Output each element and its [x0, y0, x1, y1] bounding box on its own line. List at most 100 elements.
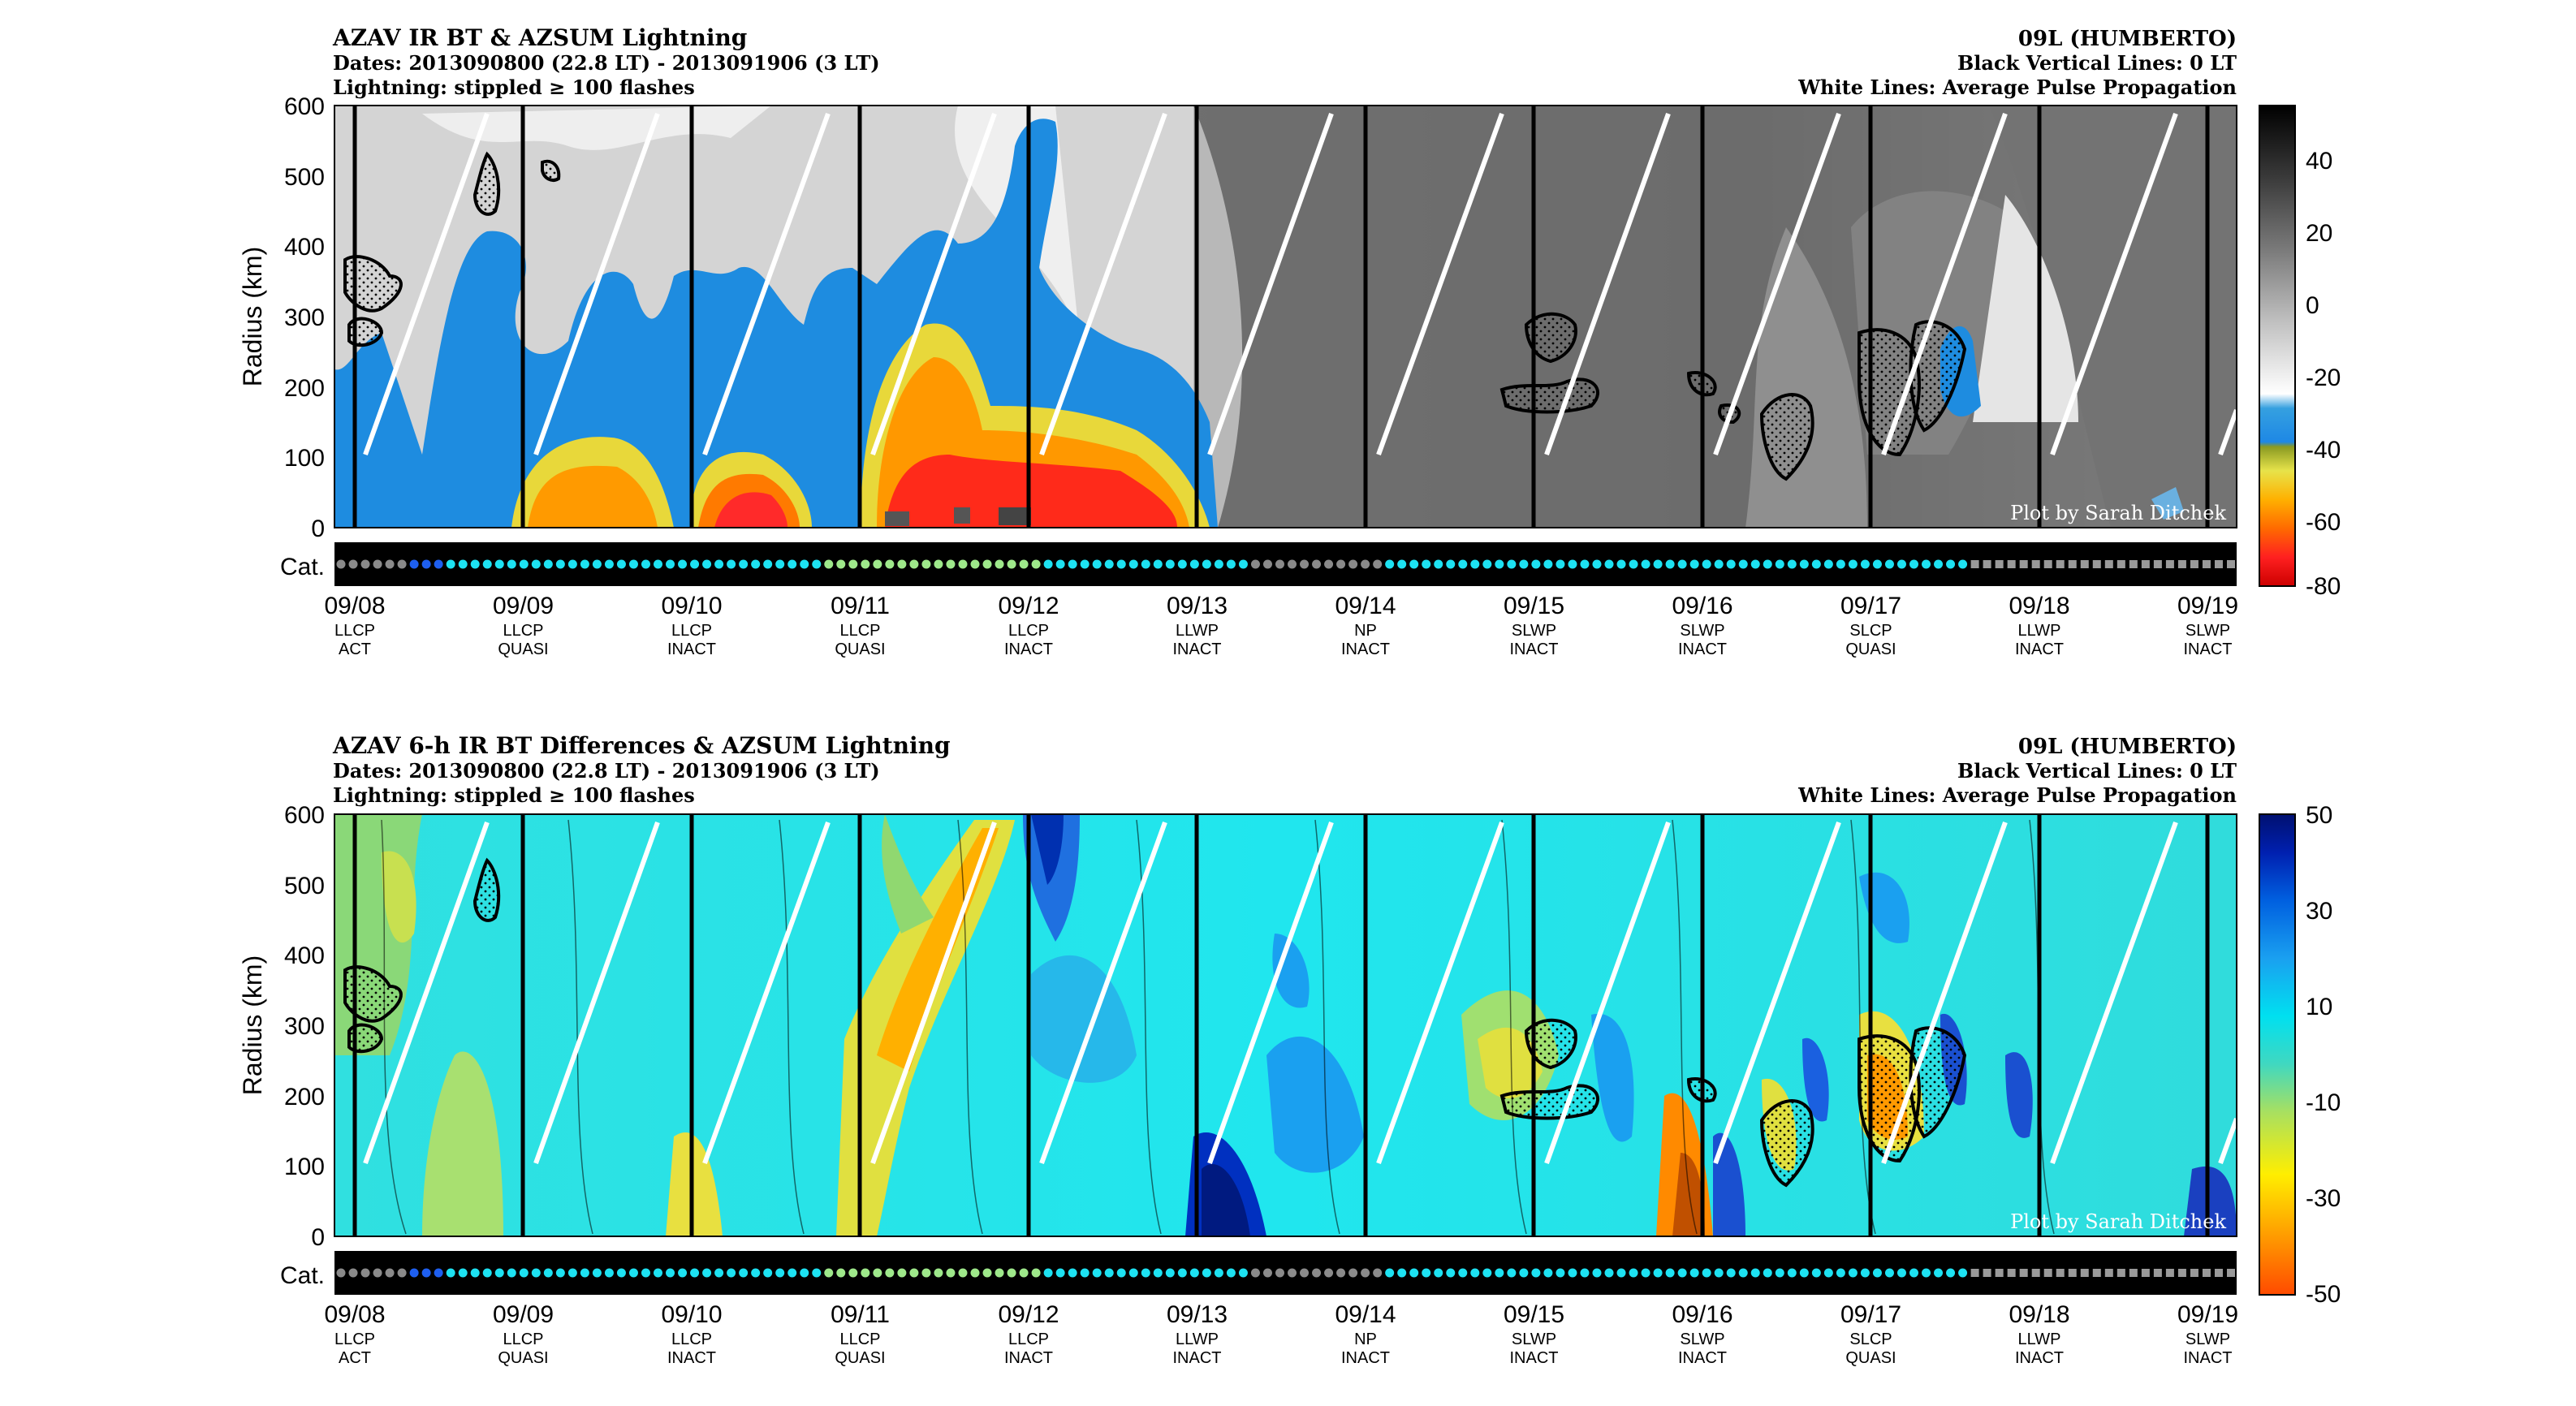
category-marker-dot	[1397, 1268, 1407, 1278]
x-tick-sublabel-pattern: SLWP	[2186, 622, 2230, 640]
category-marker-dot	[446, 559, 455, 569]
category-marker-dot	[1262, 1268, 1272, 1278]
category-marker-dot	[336, 1268, 346, 1278]
category-marker-dot	[1104, 559, 1114, 569]
plot-credit: Plot by Sarah Ditchek	[2010, 1210, 2226, 1233]
category-marker-dot	[714, 559, 724, 569]
category-marker-dot	[1141, 1268, 1150, 1278]
category-marker-dot	[1409, 1268, 1419, 1278]
category-marker-dot	[421, 559, 431, 569]
category-marker-dot	[1165, 1268, 1175, 1278]
category-marker-dot	[1872, 559, 1882, 569]
category-marker-dot	[519, 559, 529, 569]
x-tick-sublabel-pattern: LLCP	[839, 622, 880, 640]
x-tick-sublabel-pattern: SLWP	[1680, 1331, 1724, 1348]
category-marker-dot	[1288, 559, 1297, 569]
category-marker-dot	[1677, 1268, 1687, 1278]
category-marker-dot	[555, 559, 565, 569]
category-marker-dot	[458, 559, 468, 569]
category-marker-dot	[1543, 1268, 1553, 1278]
category-marker-dot	[739, 559, 749, 569]
category-marker-square	[2177, 1269, 2186, 1277]
category-strip	[334, 1251, 2237, 1295]
pulse-propagation-lines	[363, 112, 2239, 456]
category-marker-dot	[1080, 1268, 1090, 1278]
category-marker-dot	[373, 559, 382, 569]
category-marker-square	[1970, 1269, 1979, 1277]
category-marker-dot	[1165, 559, 1175, 569]
colorbar-tick: -10	[2306, 1089, 2341, 1116]
category-marker-dot	[1446, 1268, 1456, 1278]
category-marker-dot	[555, 1268, 565, 1278]
category-marker-dot	[1226, 1268, 1236, 1278]
category-marker-dot	[1007, 1268, 1016, 1278]
panel-title-line-1: AZAV 6-h IR BT Differences & AZSUM Light…	[332, 732, 951, 759]
y-axis-label: Radius (km)	[238, 247, 267, 386]
category-marker-dot	[1288, 1268, 1297, 1278]
category-marker-dot	[482, 1268, 492, 1278]
category-marker-square	[2031, 560, 2040, 568]
y-tick-label: 0	[311, 1224, 325, 1251]
category-marker-square	[2104, 1269, 2113, 1277]
x-tick-sublabel-pattern: LLCP	[503, 622, 543, 640]
category-marker-dot	[1653, 1268, 1663, 1278]
x-tick-label: 09/19	[2177, 593, 2238, 619]
plot-frame	[334, 813, 2237, 1237]
colorbar-tick: 30	[2306, 898, 2332, 925]
x-tick-label: 09/14	[1335, 1301, 1396, 1328]
category-marker-dot	[1946, 1268, 1956, 1278]
category-marker-dot	[1629, 1268, 1638, 1278]
category-marker-dot	[1312, 1268, 1322, 1278]
category-marker-dot	[434, 559, 443, 569]
category-marker-square	[2190, 1269, 2198, 1277]
category-marker-square	[1970, 560, 1979, 568]
x-tick-sublabel-activity: QUASI	[835, 640, 885, 658]
category-marker-dot	[1641, 1268, 1650, 1278]
category-marker-dot	[714, 1268, 724, 1278]
category-marker-dot	[494, 559, 504, 569]
category-marker-dot	[873, 1268, 882, 1278]
category-marker-dot	[1750, 559, 1760, 569]
category-marker-dot	[848, 1268, 858, 1278]
category-marker-dot	[787, 1268, 797, 1278]
y-tick-label: 100	[284, 445, 325, 472]
category-marker-dot	[970, 1268, 980, 1278]
category-marker-dot	[1348, 1268, 1358, 1278]
panel-title-line-1: AZAV IR BT & AZSUM Lightning	[332, 24, 747, 51]
x-tick-label: 09/09	[493, 1301, 554, 1328]
category-marker-dot	[1275, 559, 1284, 569]
category-marker-square	[2080, 1269, 2089, 1277]
category-marker-dot	[1787, 559, 1797, 569]
category-marker-dot	[1884, 559, 1894, 569]
category-marker-dot	[690, 1268, 700, 1278]
category-marker-dot	[1177, 1268, 1187, 1278]
x-tick-sublabel-pattern: SLWP	[2186, 1331, 2230, 1348]
category-marker-dot	[958, 1268, 968, 1278]
category-marker-dot	[616, 559, 626, 569]
category-marker-dot	[1434, 1268, 1443, 1278]
category-marker-square	[1995, 1269, 2004, 1277]
category-marker-dot	[1055, 559, 1065, 569]
x-tick-label: 09/12	[998, 593, 1059, 619]
category-marker-dot	[1409, 559, 1419, 569]
category-marker-dot	[1019, 1268, 1029, 1278]
category-marker-dot	[824, 559, 834, 569]
category-marker-dot	[1811, 559, 1821, 569]
x-tick-sublabel-activity: QUASI	[1845, 640, 1896, 658]
x-tick-label: 09/10	[661, 593, 722, 619]
category-marker-dot	[543, 559, 553, 569]
panel-title-line-2: Dates: 2013090800 (22.8 LT) - 2013091906…	[333, 51, 880, 75]
category-marker-dot	[1116, 1268, 1126, 1278]
category-marker-dot	[1128, 1268, 1138, 1278]
category-marker-dot	[1202, 559, 1211, 569]
colorbar-tick: 10	[2306, 994, 2332, 1020]
x-tick-sublabel-activity: QUASI	[1845, 1349, 1896, 1367]
y-axis-label: Radius (km)	[238, 955, 267, 1095]
category-markers	[336, 1268, 2235, 1278]
category-marker-dot	[1482, 1268, 1492, 1278]
category-marker-dot	[1738, 1268, 1748, 1278]
category-marker-dot	[1422, 1268, 1431, 1278]
category-marker-dot	[592, 1268, 602, 1278]
category-marker-dot	[909, 1268, 919, 1278]
